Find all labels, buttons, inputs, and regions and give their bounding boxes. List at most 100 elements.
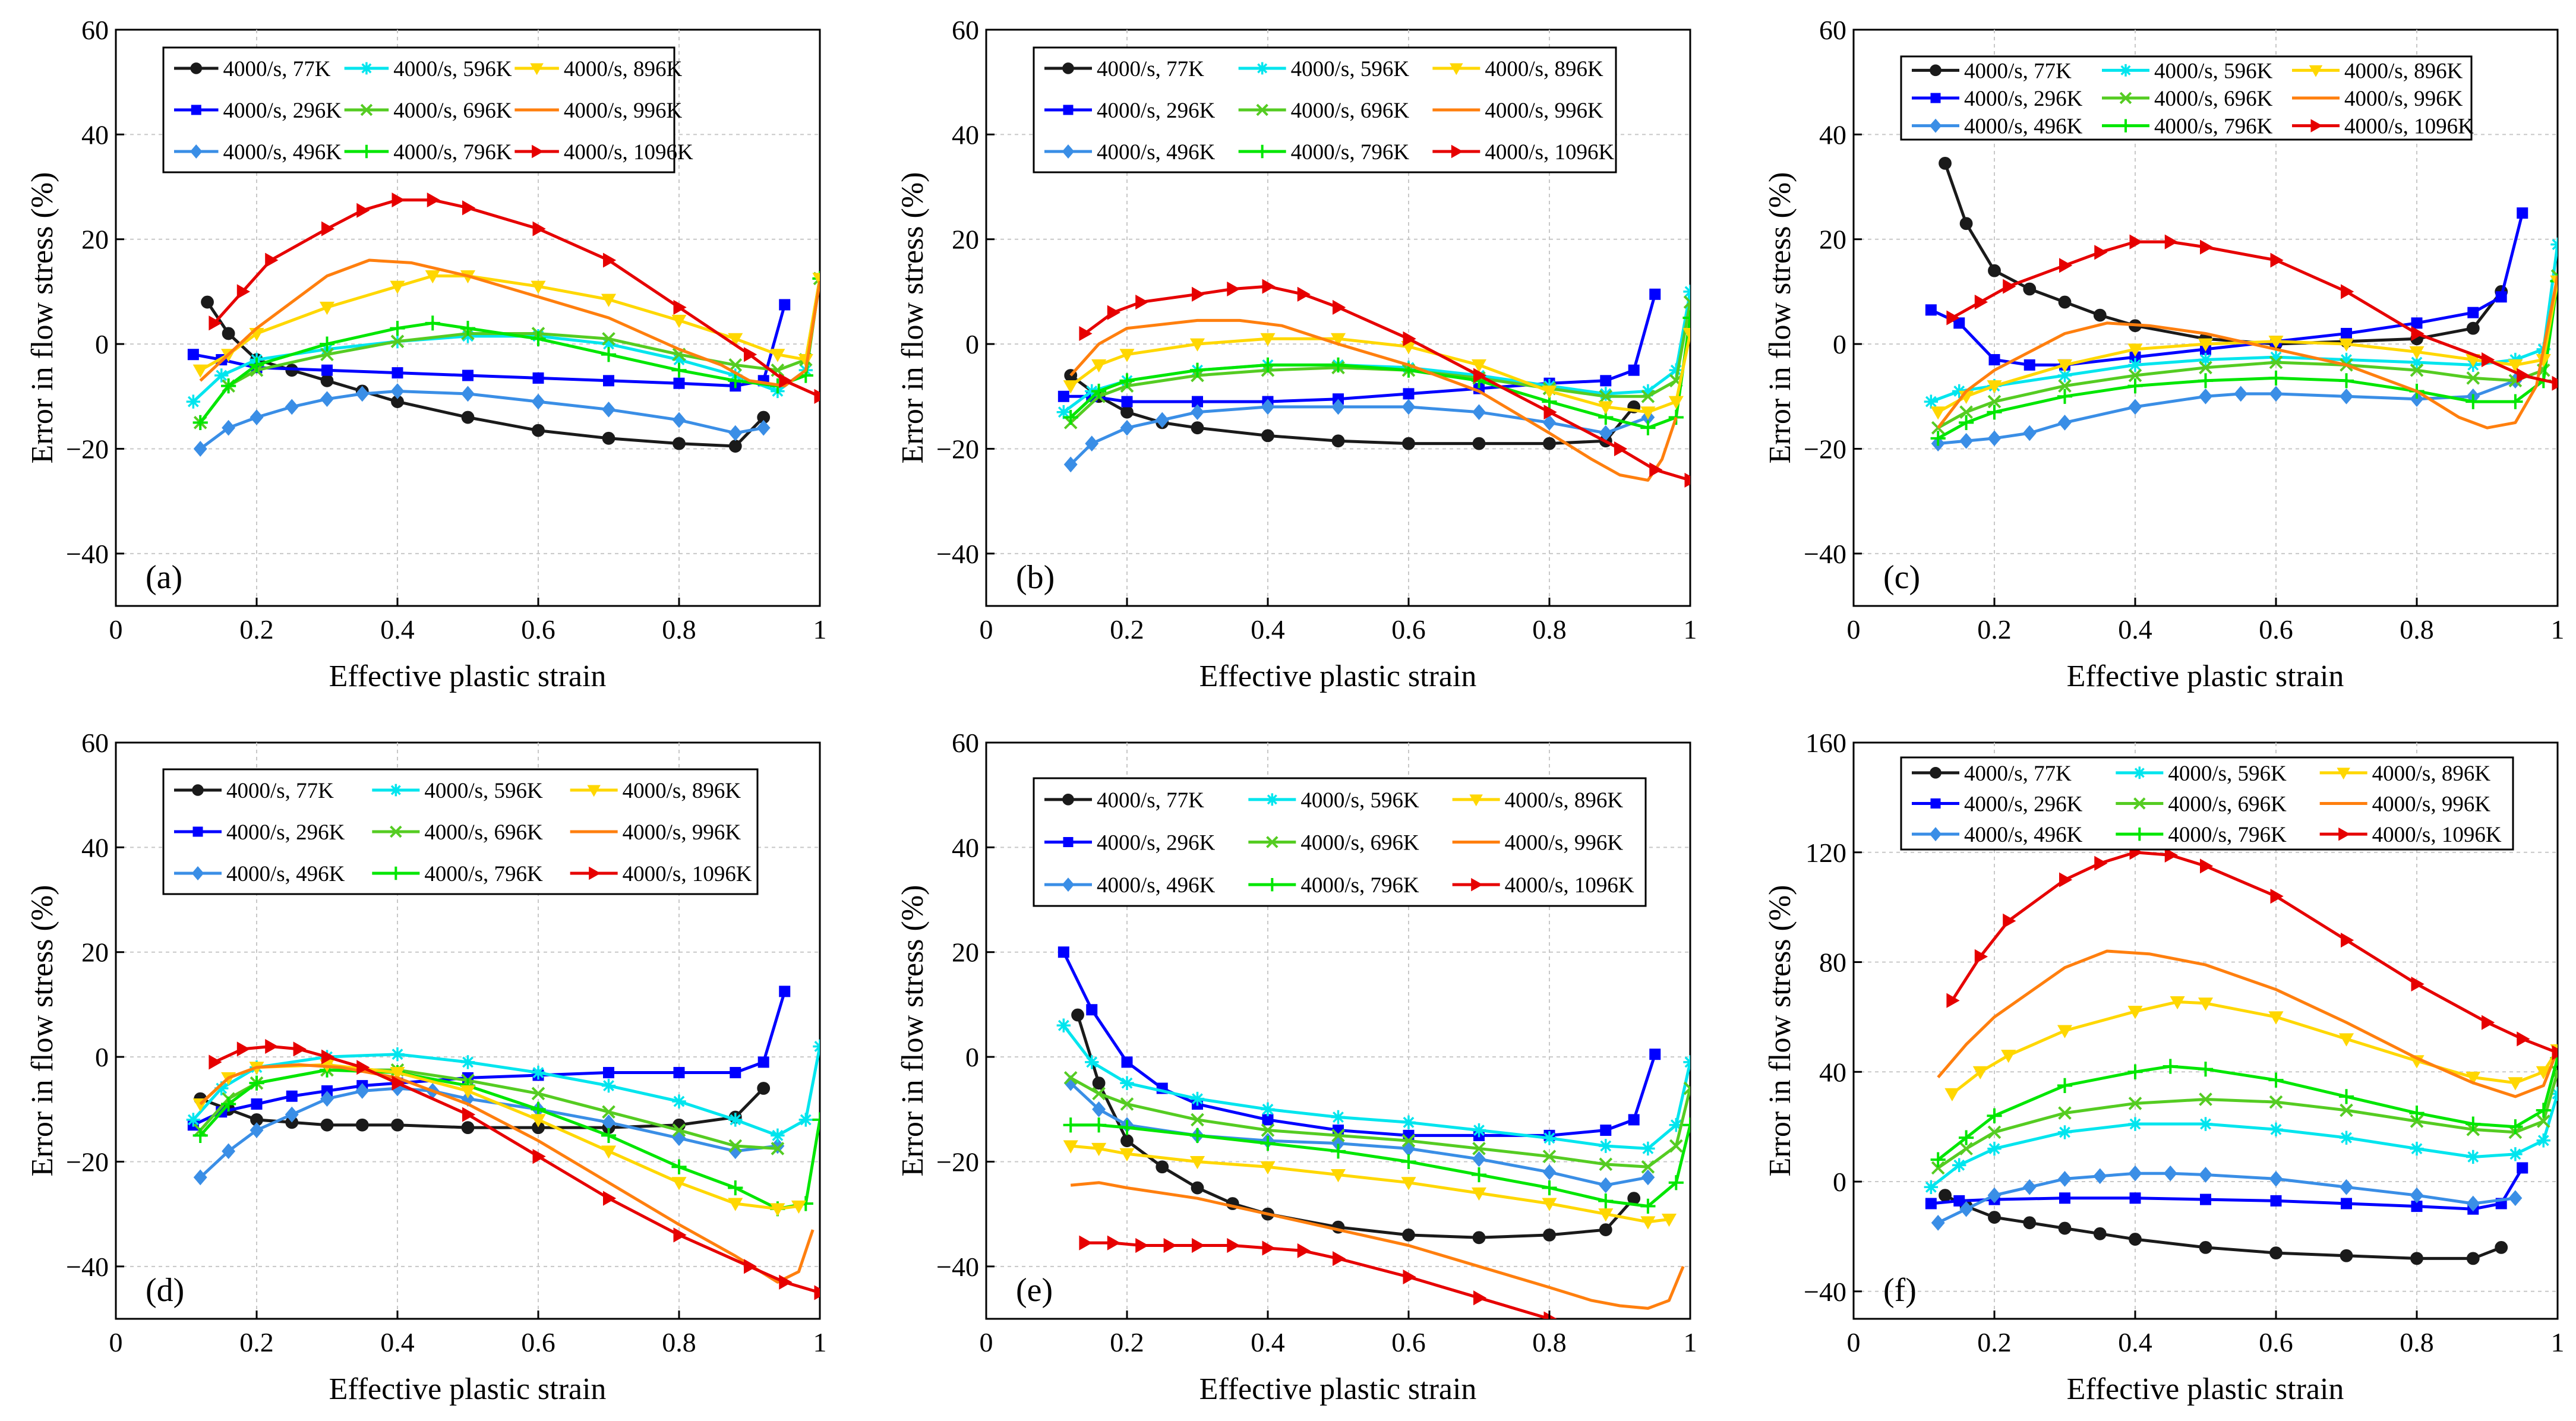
legend-entry: 4000/s, 1096K — [2292, 115, 2474, 139]
data-point — [461, 410, 475, 424]
y-tick-label: 20 — [81, 937, 109, 968]
data-point — [2550, 273, 2558, 289]
data-point — [2023, 359, 2035, 371]
series-4000-s-1096k — [1946, 845, 2558, 1060]
data-point — [319, 336, 335, 352]
data-point — [531, 331, 546, 346]
y-tick-label: 0 — [95, 1042, 109, 1072]
legend-label: 4000/s, 77K — [1964, 59, 2072, 83]
y-tick-label: 40 — [81, 119, 109, 150]
data-point — [1227, 1237, 1240, 1253]
y-tick-label: 40 — [81, 832, 109, 863]
legend-entry: 4000/s, 1096K — [514, 140, 693, 165]
data-point — [1987, 1187, 2002, 1204]
data-point — [1085, 1055, 1099, 1069]
legend-marker — [390, 825, 402, 838]
data-point — [193, 1169, 207, 1186]
data-point — [603, 375, 614, 387]
series-line — [1951, 240, 2558, 385]
legend-label: 4000/s, 996K — [1505, 831, 1624, 855]
legend-label: 4000/s, 296K — [1964, 792, 2083, 817]
y-tick-label: 20 — [952, 937, 979, 968]
data-point — [2508, 1119, 2523, 1135]
series-4000-s-996k — [1069, 318, 1678, 482]
x-tick-label: 0.2 — [1977, 1327, 2012, 1357]
x-tick-label: 0.2 — [1977, 614, 2012, 645]
legend-label: 4000/s, 77K — [226, 779, 334, 803]
series-4000-s-496k — [1931, 1165, 2523, 1231]
legend-box — [1033, 777, 1647, 907]
data-point — [1542, 1150, 1557, 1163]
data-point — [321, 221, 335, 236]
legend: 4000/s, 77K 4000/s, 596K 4000/s, 896K 4000/… — [1900, 55, 2474, 141]
legend-label: 4000/s, 596K — [1291, 57, 1410, 81]
data-point — [531, 1087, 545, 1101]
data-point — [2023, 1216, 2037, 1230]
data-point — [2517, 1031, 2530, 1047]
data-point — [391, 1118, 404, 1132]
legend-marker — [191, 866, 204, 880]
data-point — [728, 373, 743, 389]
legend-entry: 4000/s, 896K — [1432, 57, 1603, 81]
legend-label: 4000/s, 1096K — [2372, 823, 2502, 847]
data-point — [1401, 1115, 1416, 1130]
data-point — [2465, 1072, 2481, 1085]
legend-marker — [1256, 103, 1268, 116]
data-point — [744, 1259, 757, 1274]
x-tick-label: 0.2 — [239, 1327, 274, 1357]
data-point — [673, 1067, 685, 1079]
data-point — [320, 1118, 334, 1132]
data-point — [1472, 1151, 1486, 1167]
data-point — [2338, 338, 2354, 352]
y-tick-label: 120 — [1805, 838, 1846, 868]
data-point — [1988, 354, 2000, 366]
data-point — [2508, 394, 2523, 409]
data-point — [1959, 217, 1973, 230]
data-point — [355, 386, 370, 402]
legend-label: 4000/s, 596K — [393, 57, 512, 81]
data-point — [771, 1142, 785, 1155]
data-point — [462, 200, 476, 216]
data-point — [2268, 1072, 2284, 1088]
data-point — [2003, 279, 2016, 294]
data-point — [1120, 405, 1134, 419]
series-line — [1069, 318, 1678, 482]
legend-label: 4000/s, 596K — [2154, 59, 2273, 83]
legend-marker — [1265, 793, 1278, 806]
legend-entry: 4000/s, 896K — [1452, 788, 1623, 813]
data-point — [462, 370, 473, 381]
data-point — [2482, 352, 2495, 368]
legend: 4000/s, 77K 4000/s, 596K 4000/s, 896K 4000/… — [1033, 777, 1647, 907]
data-point — [356, 203, 370, 218]
data-point — [1330, 333, 1346, 346]
data-point — [1189, 1155, 1205, 1170]
y-axis-label: Error in flow stress (%) — [1763, 885, 1797, 1177]
data-point — [236, 1041, 251, 1057]
grid — [1854, 743, 2558, 1319]
legend-label: 4000/s, 896K — [623, 779, 741, 803]
data-point — [1987, 1125, 2002, 1139]
legend-entry: 4000/s, 696K — [372, 820, 543, 845]
y-tick-label: 60 — [1819, 15, 1846, 45]
data-point — [1472, 1142, 1486, 1155]
data-point — [1056, 405, 1071, 419]
data-point — [1471, 1167, 1487, 1183]
data-point — [462, 1107, 476, 1122]
data-point — [813, 1039, 820, 1054]
data-point — [1472, 437, 1486, 450]
y-tick-label: 60 — [81, 15, 109, 45]
ticks: 0 0.2 0.4 0.6 0.8 1 −40 −20 0 20 40 60 — [66, 15, 826, 645]
data-point — [1473, 368, 1487, 383]
data-point — [2411, 326, 2425, 342]
data-point — [1091, 1142, 1107, 1157]
data-point — [2508, 359, 2523, 373]
legend-marker — [2133, 797, 2146, 810]
data-point — [2001, 1050, 2016, 1063]
legend-label: 4000/s, 696K — [393, 99, 512, 123]
x-tick-label: 0.4 — [1251, 1327, 1285, 1357]
data-point — [286, 1090, 298, 1102]
data-point — [192, 415, 208, 430]
data-point — [1331, 1110, 1346, 1125]
data-point — [1085, 435, 1099, 452]
x-tick-label: 0 — [980, 1327, 993, 1357]
